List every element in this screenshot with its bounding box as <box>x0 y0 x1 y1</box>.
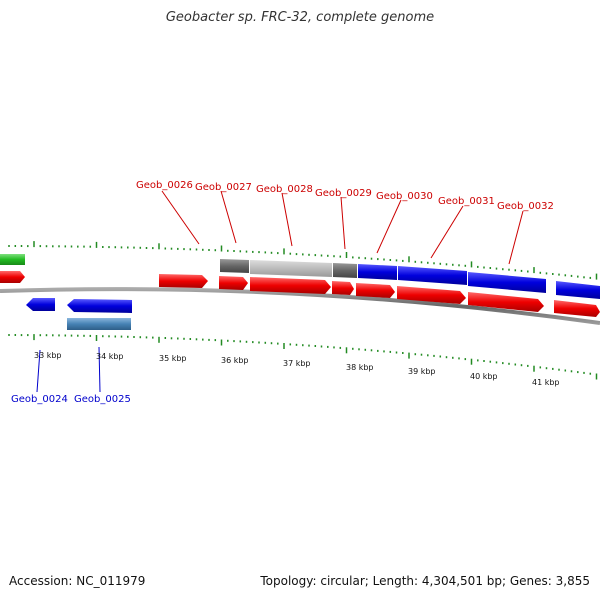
topology-summary: Topology: circular; Length: 4,304,501 bp… <box>260 574 590 588</box>
gene-reverse-steel[interactable] <box>67 318 131 330</box>
genome-backbone <box>0 287 600 325</box>
gene-geob-0028-arrow[interactable] <box>250 277 331 294</box>
gene-geob-0025-arrow[interactable] <box>67 299 132 313</box>
tick-row-upper <box>8 241 598 280</box>
gene-forward-arrow[interactable] <box>0 271 25 283</box>
tick-label: 34 kbp <box>96 352 124 361</box>
gene-geob-0032-arrow[interactable] <box>468 292 544 312</box>
genome-title: Geobacter sp. FRC-32, complete genome <box>165 10 435 25</box>
gene-geob-0024-arrow[interactable] <box>26 298 55 311</box>
gene-label-geob-0026[interactable]: Geob_0026 <box>136 180 193 191</box>
operon-dark-segment-2[interactable] <box>333 263 357 278</box>
gene-green-feature[interactable] <box>0 254 25 265</box>
gene-label-geob-0032[interactable]: Geob_0032 <box>497 201 554 212</box>
operon-blue-segment-3[interactable] <box>468 272 546 293</box>
accession-label: Accession: NC_011979 <box>9 574 146 588</box>
gene-label-geob-0030[interactable]: Geob_0030 <box>376 191 433 202</box>
gene-label-geob-0028[interactable]: Geob_0028 <box>256 184 313 195</box>
tick-label: 37 kbp <box>283 359 311 368</box>
leader-lines-top <box>161 190 524 265</box>
gene-track <box>0 254 600 330</box>
tick-label: 40 kbp <box>470 372 498 381</box>
operon-blue-segment-4[interactable] <box>556 281 600 299</box>
genome-summary: Topology: circular; Length: 4,304,501 bp… <box>260 574 590 588</box>
gene-label-geob-0031[interactable]: Geob_0031 <box>438 196 495 207</box>
leader-lines-bottom <box>36 346 101 393</box>
tick-label: 38 kbp <box>346 363 374 372</box>
gene-forward-arrow-right[interactable] <box>554 300 600 317</box>
tick-row-lower <box>8 334 598 380</box>
gene-geob-0030-arrow[interactable] <box>356 283 395 298</box>
gene-geob-0026-arrow[interactable] <box>159 274 208 288</box>
tick-label: 41 kbp <box>532 378 560 387</box>
tick-label: 35 kbp <box>159 354 187 363</box>
tick-label: 36 kbp <box>221 356 249 365</box>
gene-geob-0029-arrow[interactable] <box>332 281 354 295</box>
gene-geob-0027-arrow[interactable] <box>219 276 248 290</box>
tick-label: 39 kbp <box>408 367 436 376</box>
operon-blue-segment-1[interactable] <box>358 264 397 280</box>
gene-label-geob-0024[interactable]: Geob_0024 <box>11 394 68 405</box>
operon-dark-segment[interactable] <box>220 259 249 273</box>
gene-label-geob-0029[interactable]: Geob_0029 <box>315 188 372 199</box>
operon-light-segment[interactable] <box>250 260 332 277</box>
tick-label: 33 kbp <box>34 351 62 360</box>
gene-label-geob-0025[interactable]: Geob_0025 <box>74 394 131 405</box>
operon-blue-segment-2[interactable] <box>398 266 467 285</box>
gene-geob-0031-arrow[interactable] <box>397 286 466 304</box>
gene-label-geob-0027[interactable]: Geob_0027 <box>195 182 252 193</box>
